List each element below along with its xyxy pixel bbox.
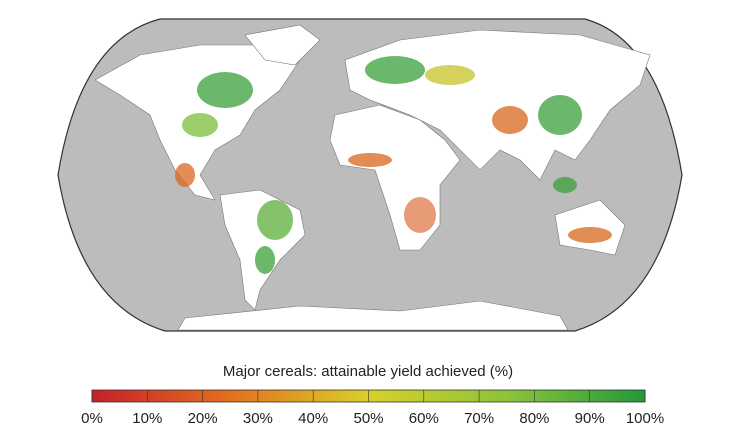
world-map	[57, 18, 683, 332]
colorbar-tick-label: 0%	[81, 410, 103, 427]
antarctica	[177, 300, 569, 331]
colorbar-tick-label: 20%	[188, 410, 218, 427]
colorbar-tick-label: 10%	[132, 410, 162, 427]
yield-patches	[175, 56, 612, 274]
colorbar-tick-label: 50%	[353, 410, 383, 427]
colorbar-tick-label: 100%	[626, 410, 664, 427]
colorbar: 0% 10% 20% 30% 40% 50% 60% 70% 80% 90% 100%	[81, 389, 664, 427]
colorbar-tick-label: 90%	[575, 410, 605, 427]
colorbar-tick-label: 40%	[298, 410, 328, 427]
colorbar-tick-label: 60%	[409, 410, 439, 427]
colorbar-tick-label: 30%	[243, 410, 273, 427]
colorbar-tick-label: 70%	[464, 410, 494, 427]
legend-title: Major cereals: attainable yield achieved…	[223, 363, 513, 380]
greenland	[244, 24, 321, 66]
colorbar-tick-label: 80%	[519, 410, 549, 427]
